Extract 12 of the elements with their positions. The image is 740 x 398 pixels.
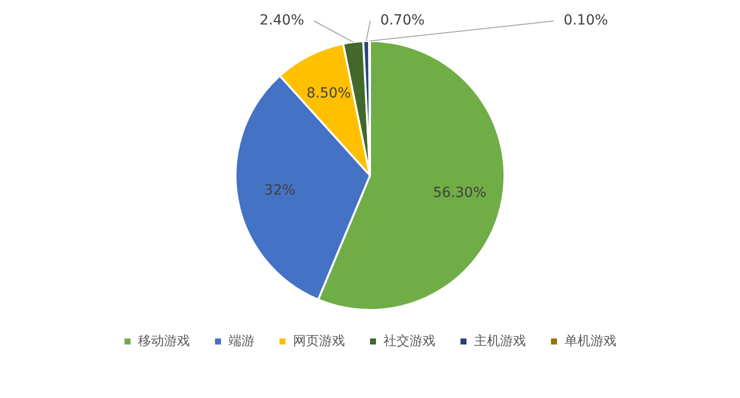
data-label: 0.70% [380, 12, 425, 29]
data-label: 0.10% [564, 12, 608, 29]
legend-label: 端游 [228, 334, 254, 349]
data-label: 8.50% [306, 86, 351, 102]
legend-label: 移动游戏 [138, 334, 190, 349]
legend-label: 主机游戏 [474, 332, 526, 349]
data-label: 32% [264, 182, 296, 199]
data-label: 2.40% [260, 12, 304, 29]
legend-label: 单机游戏 [564, 334, 616, 349]
legend-label: 社交游戏 [384, 332, 436, 349]
data-label: 56.30% [432, 185, 486, 202]
legend-label: 网页游戏 [293, 334, 345, 349]
